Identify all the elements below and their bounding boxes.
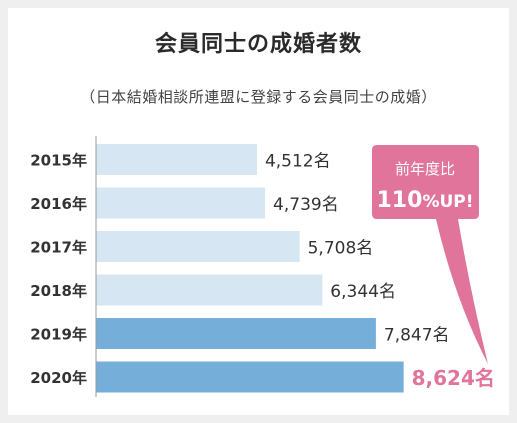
category-label: 2019年 bbox=[30, 326, 87, 344]
callout-value: 110%UP! bbox=[377, 188, 474, 213]
category-label: 2015年 bbox=[30, 152, 87, 170]
bar bbox=[96, 274, 323, 306]
bar bbox=[96, 187, 266, 219]
chart-subtitle: （日本結婚相談所連盟に登録する会員同士の成婚） bbox=[80, 88, 437, 106]
category-label: 2018年 bbox=[30, 282, 87, 300]
value-label: 6,344名 bbox=[330, 282, 396, 302]
callout-suffix: %UP! bbox=[422, 192, 473, 212]
bars-group: 2015年 4,512名 2016年 4,739名 2017年 5,708名 2018年 6,… bbox=[30, 144, 495, 393]
category-label: 2017年 bbox=[30, 239, 87, 257]
value-label: 5,708名 bbox=[308, 239, 374, 259]
value-label: 4,512名 bbox=[265, 152, 331, 172]
chart-title: 会員同士の成婚者数 bbox=[154, 32, 362, 57]
bar bbox=[96, 361, 404, 393]
value-label: 8,624名 bbox=[412, 366, 495, 390]
bar bbox=[96, 318, 376, 349]
growth-callout: 前年度比 110%UP! bbox=[372, 145, 488, 364]
callout-number: 110 bbox=[377, 188, 423, 213]
value-label: 7,847名 bbox=[384, 326, 450, 346]
value-label: 4,739名 bbox=[273, 195, 339, 215]
callout-bubble bbox=[372, 145, 488, 364]
bar bbox=[96, 144, 257, 175]
category-label: 2020年 bbox=[30, 369, 87, 387]
callout-label: 前年度比 bbox=[395, 160, 455, 178]
category-label: 2016年 bbox=[30, 195, 87, 213]
bar bbox=[96, 231, 300, 262]
